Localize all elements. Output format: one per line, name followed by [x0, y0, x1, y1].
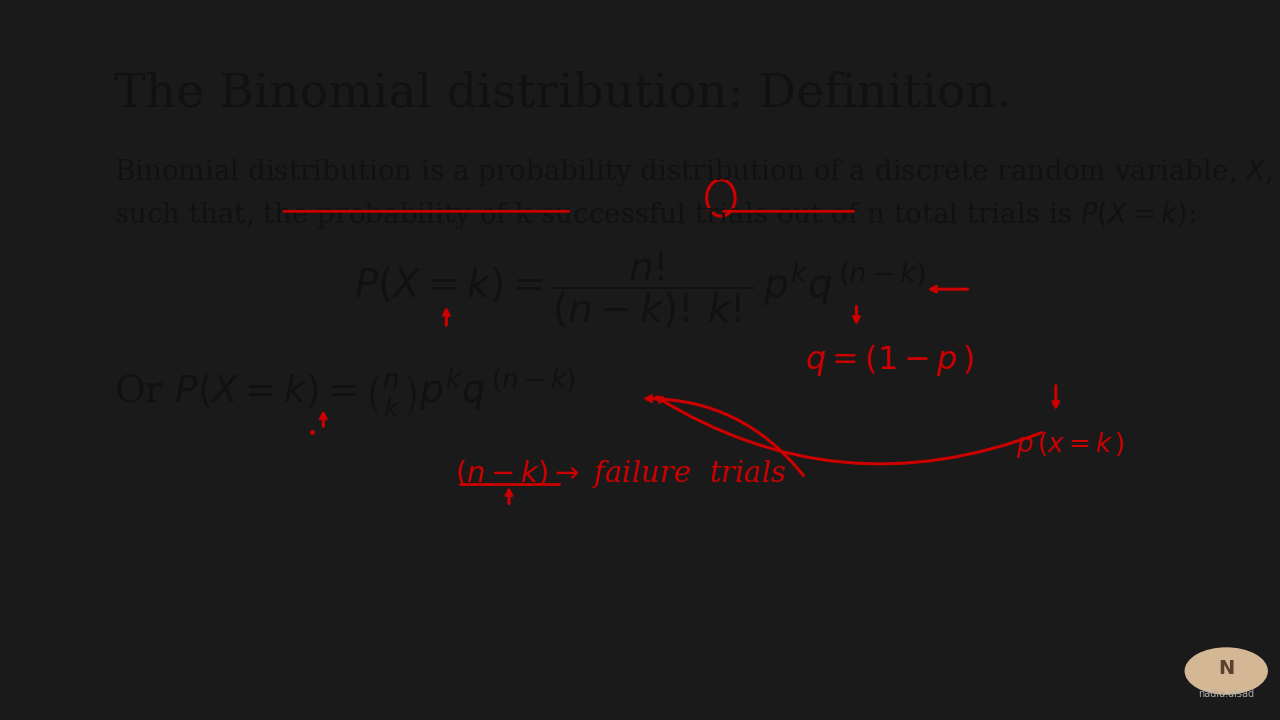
Text: N: N: [1219, 659, 1234, 678]
Text: Binomial distribution is a probability distribution of a discrete random variabl: Binomial distribution is a probability d…: [114, 156, 1272, 188]
Text: nadia.alsad: nadia.alsad: [1198, 689, 1254, 699]
Text: $(n-k) \rightarrow$ failure  trials: $(n-k) \rightarrow$ failure trials: [456, 458, 787, 490]
Text: $q = (1 - p\,)$: $q = (1 - p\,)$: [805, 343, 974, 378]
Text: The Binomial distribution: Definition.: The Binomial distribution: Definition.: [114, 71, 1011, 117]
Text: $P(X = k) = \dfrac{n!}{(n-k)!\, k!}\, p^k q^{\,(n-k)}$: $P(X = k) = \dfrac{n!}{(n-k)!\, k!}\, p^…: [355, 251, 925, 330]
Text: such that, the probability of k successful trials out of n total trials is $P(X : such that, the probability of k successf…: [114, 199, 1196, 231]
Text: Or $P(X = k) = \binom{n}{k} p^k q^{\,(n-k)}$: Or $P(X = k) = \binom{n}{k} p^k q^{\,(n-…: [114, 366, 576, 421]
Circle shape: [1185, 648, 1267, 694]
Text: $p\,(x{=}k\,)$: $p\,(x{=}k\,)$: [1016, 431, 1125, 460]
